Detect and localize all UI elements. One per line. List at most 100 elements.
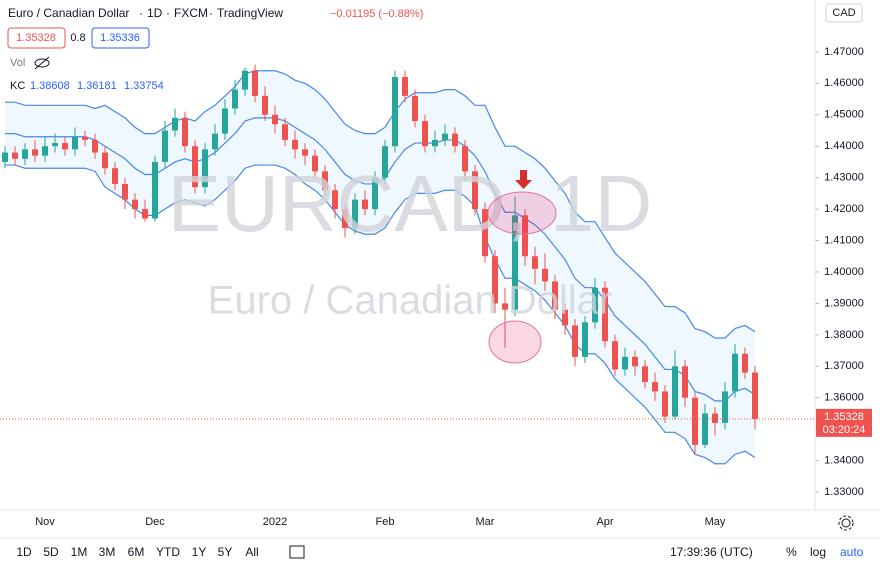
candle-body: [62, 143, 68, 150]
candle-body: [552, 281, 558, 310]
range-button[interactable]: 5D: [43, 545, 59, 559]
candle-body: [92, 139, 98, 153]
interval: 1D: [147, 6, 163, 20]
y-tick-label: 1.45000: [824, 109, 864, 121]
y-tick-label: 1.43000: [824, 172, 864, 184]
header: Euro / Canadian Dollar · 1D · FXCM · Tra…: [7, 3, 863, 92]
watermark-sub: Euro / Canadian Dollar: [208, 279, 613, 323]
candle-body: [82, 136, 88, 140]
candle-body: [232, 89, 238, 109]
candle-body: [162, 130, 168, 162]
y-tick-label: 1.40000: [824, 266, 864, 278]
range-button[interactable]: 3M: [99, 545, 116, 559]
candle-body: [412, 95, 418, 122]
y-tick-label: 1.33000: [824, 486, 864, 498]
log-toggle[interactable]: log: [810, 545, 826, 559]
y-tick-label: 1.39000: [824, 297, 864, 309]
range-button[interactable]: 5Y: [218, 545, 233, 559]
candle-body: [132, 199, 138, 210]
sep: ·: [139, 6, 143, 20]
candle-body: [472, 171, 478, 210]
candle-body: [52, 143, 58, 147]
vol-label: Vol: [10, 57, 25, 69]
watermark: EURCAD, 1D: [168, 159, 653, 248]
currency: CAD: [832, 7, 855, 19]
x-tick-label: Mar: [476, 516, 495, 528]
range-button[interactable]: All: [245, 545, 258, 559]
candle-body: [502, 303, 508, 310]
candle-body: [2, 152, 8, 162]
sep: ·: [166, 6, 170, 20]
candle-body: [292, 139, 298, 150]
buy-box[interactable]: [91, 27, 150, 49]
candle-body: [642, 366, 648, 383]
eye-off-icon[interactable]: [34, 56, 50, 70]
candle-body: [632, 356, 638, 367]
buy-price: 1.35336: [100, 32, 140, 44]
candle-body: [682, 366, 688, 398]
candle-body: [622, 356, 628, 370]
candle-body: [662, 391, 668, 417]
percent-toggle[interactable]: %: [786, 545, 797, 559]
range-button[interactable]: YTD: [156, 545, 180, 559]
x-tick-label: Dec: [145, 516, 165, 528]
countdown: 03:20:24: [823, 424, 866, 436]
range-button[interactable]: 1Y: [192, 545, 207, 559]
candle-body: [272, 114, 278, 125]
candle-body: [702, 413, 708, 445]
kc-label: KC: [10, 80, 25, 92]
candle-body: [12, 152, 18, 159]
range-button[interactable]: 1D: [16, 545, 32, 559]
candle-body: [282, 124, 288, 140]
currency-dropdown[interactable]: [825, 3, 863, 23]
candle-body: [402, 77, 408, 96]
candle-body: [312, 155, 318, 172]
highlight-ellipse: [487, 191, 557, 235]
range-button[interactable]: 6M: [128, 545, 145, 559]
candle-body: [342, 209, 348, 228]
candle-body: [222, 108, 228, 134]
candle-body: [22, 149, 28, 159]
candle-body: [482, 209, 488, 257]
candle-body: [182, 117, 188, 147]
candle-body: [742, 353, 748, 373]
candle-body: [212, 133, 218, 150]
auto-toggle[interactable]: auto: [840, 545, 864, 559]
candle-body: [372, 177, 378, 210]
candle-body: [452, 133, 458, 147]
candle-body: [202, 149, 208, 188]
candle-body: [442, 133, 448, 140]
candle-body: [522, 215, 528, 257]
candle-body: [462, 146, 468, 172]
plot: [0, 51, 819, 493]
source: FXCM: [174, 6, 208, 20]
candle-body: [492, 256, 498, 304]
candle-body: [582, 322, 588, 357]
last-price-tag: [816, 408, 872, 437]
x-tick-label: Nov: [35, 516, 55, 528]
candle-body: [172, 117, 178, 131]
candle-body: [322, 171, 328, 191]
sell-box[interactable]: [7, 27, 66, 49]
candle-body: [602, 287, 608, 342]
candle-body: [542, 268, 548, 282]
highlight-ellipse: [488, 320, 542, 364]
y-tick-label: 1.44000: [824, 140, 864, 152]
candle-body: [672, 366, 678, 417]
candle-body: [692, 397, 698, 445]
candle-body: [252, 70, 258, 96]
candle-body: [332, 190, 338, 210]
candle-body: [32, 149, 38, 156]
date-range-icon[interactable]: [289, 545, 305, 559]
kc-value: 1.38608: [30, 80, 70, 92]
candle-body: [562, 309, 568, 326]
candle-body: [422, 121, 428, 147]
candle-body: [42, 146, 48, 156]
range-button[interactable]: 1M: [71, 545, 88, 559]
y-tick-label: 1.47000: [824, 46, 864, 58]
candle-body: [362, 199, 368, 210]
candle-body: [752, 372, 758, 419]
settings-icon[interactable]: [838, 515, 854, 531]
